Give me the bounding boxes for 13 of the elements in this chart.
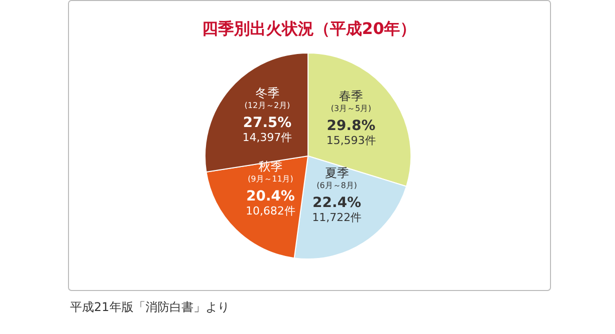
data-label: 14,397件 xyxy=(242,131,292,144)
text: 20.4% xyxy=(246,188,295,204)
data-label: 11,722件 xyxy=(312,211,362,224)
slice-label: 夏季(6月～8月) xyxy=(316,166,358,190)
data-label: 10,682件 xyxy=(246,204,296,218)
text: 29.8% xyxy=(326,118,376,134)
text: 27.5% xyxy=(243,115,292,132)
slice-label: 冬季(12月～2月) xyxy=(244,86,290,110)
slice-label: 春季(3月～5月) xyxy=(330,89,372,114)
data-label: 15,593件 xyxy=(326,134,376,148)
text: 平成21年版「消防白書」より xyxy=(70,300,230,314)
chart-title: 四季別出火状況（平成20年） xyxy=(202,19,416,38)
text: 22.4% xyxy=(312,195,362,212)
